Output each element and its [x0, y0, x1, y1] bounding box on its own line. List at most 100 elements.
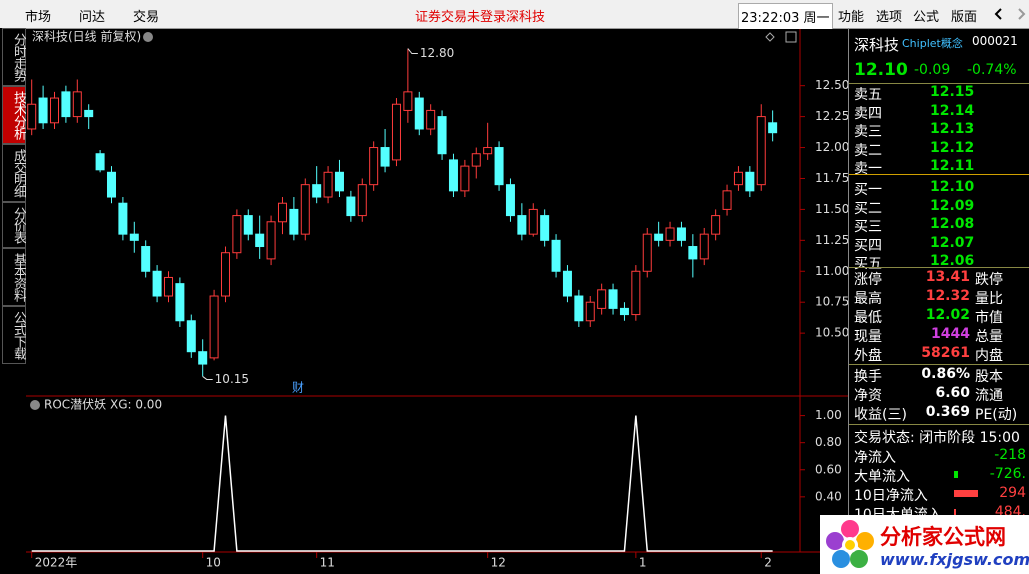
- candle-body: [756, 116, 766, 186]
- stat-row: 收益(三) 0.369 PE(动): [854, 404, 1029, 423]
- price-row: 12.10 -0.09 -0.74%: [854, 60, 1029, 82]
- tool[interactable]: 公式: [913, 10, 940, 25]
- menu[interactable]: 交易: [133, 10, 160, 25]
- stat-value: 0.86%: [921, 366, 970, 382]
- divider: [849, 267, 1029, 268]
- chart-area: 深科技(日线 前复权) ROC潜伏妖 XG: 0.00 财 10.50 10.75…: [26, 28, 848, 570]
- candle-body: [255, 233, 265, 248]
- candle-body: [665, 227, 675, 241]
- side-tab[interactable]: 基本资料: [2, 248, 26, 306]
- chart-title: 深科技(日线 前复权): [32, 29, 141, 44]
- menu[interactable]: 问达: [79, 10, 106, 25]
- candle-body: [426, 109, 436, 130]
- y-tick-label: 0.60: [815, 462, 842, 476]
- flow-label: 10日净流入: [854, 488, 928, 504]
- book-price: 12.15: [930, 84, 975, 100]
- stat-row: 现量 1444 总量: [854, 326, 1029, 345]
- candle-body: [243, 215, 253, 235]
- tool[interactable]: 选项: [876, 10, 903, 25]
- book-price: 12.12: [930, 139, 975, 156]
- flow-label: 大单流入: [854, 469, 910, 485]
- candle-body: [220, 252, 230, 297]
- y-tick-label: 11.00: [815, 264, 848, 278]
- trade-state: 交易状态: 闭市阶段 15:00: [854, 427, 1029, 446]
- candle-body: [391, 103, 401, 161]
- code: 000021: [972, 34, 1018, 48]
- nav-arrows[interactable]: [989, 0, 1029, 28]
- stat-label: 内盘: [975, 348, 1003, 364]
- tool[interactable]: 版面: [951, 10, 978, 25]
- candle-body: [585, 301, 595, 322]
- book-price: 12.14: [930, 102, 975, 119]
- candle-body: [38, 97, 48, 124]
- change-pct: -0.74%: [967, 62, 1017, 78]
- annotation: 12.80: [420, 46, 454, 60]
- side-tab[interactable]: 成交明细: [2, 144, 26, 202]
- divider: [849, 174, 1029, 175]
- stat-label: 外盘: [854, 348, 882, 364]
- book-label: 买一: [854, 182, 882, 198]
- quote-header: 深科技 Chiplet概念 000021: [854, 34, 1029, 54]
- book-price: 12.06: [930, 253, 975, 270]
- clock: 23:22:03 周一: [738, 3, 833, 30]
- stat-value: 0.369: [925, 404, 970, 420]
- watermark: 分析家公式网 www.fxjgsw.com: [820, 515, 1029, 574]
- candle-body: [619, 307, 629, 316]
- divider: [849, 424, 1029, 425]
- candle-body: [27, 103, 37, 130]
- book-row: 卖一 12.11: [854, 158, 1029, 177]
- flow-value: -726.: [989, 466, 1026, 482]
- side-tab[interactable]: 公式下载: [2, 306, 26, 364]
- watermark-name: 分析家公式网: [880, 525, 1006, 549]
- y-tick-label: 12.50: [815, 78, 848, 92]
- candle-body: [437, 116, 447, 155]
- book-label: 卖三: [854, 124, 882, 141]
- flow-bar: [954, 490, 978, 497]
- candle-body: [471, 153, 481, 167]
- indicator-title: ROC潜伏妖 XG: 0.00: [44, 398, 162, 412]
- book-price: 12.07: [930, 234, 975, 251]
- x-tick-label: 2: [764, 556, 772, 570]
- side-tab[interactable]: 分时走势: [2, 28, 26, 86]
- side-tab[interactable]: 分价表: [2, 202, 26, 248]
- stat-label: 量比: [975, 291, 1003, 307]
- flow-bar: [954, 471, 958, 478]
- book-price: 12.11: [930, 158, 975, 175]
- candle-body: [745, 171, 755, 192]
- menu[interactable]: 市场: [25, 10, 52, 25]
- candle-body: [414, 97, 424, 130]
- candle-body: [494, 147, 504, 186]
- candle-body: [312, 184, 322, 198]
- candle-body: [688, 246, 698, 260]
- flow-row: 大单流入 -726.: [854, 466, 1029, 485]
- candle-body: [72, 91, 82, 118]
- candle-body: [232, 215, 242, 254]
- candle-body: [95, 153, 105, 171]
- candle-body: [323, 171, 333, 198]
- change: -0.09: [914, 62, 951, 78]
- candle-body: [733, 171, 743, 186]
- stat-label: 流通: [975, 388, 1003, 404]
- book-label: 买二: [854, 200, 882, 217]
- stat-value: 12.02: [925, 307, 970, 323]
- candle-body: [141, 246, 151, 272]
- event-marker[interactable]: 财: [292, 381, 304, 395]
- book-label: 买三: [854, 219, 882, 236]
- candle-body: [175, 283, 185, 322]
- book-row: 买二 12.09: [854, 198, 1029, 217]
- flow-row: 净流入 -218: [854, 447, 1029, 466]
- logo: [826, 520, 874, 568]
- side-tab[interactable]: 技术分析: [2, 86, 26, 144]
- x-tick-label: 2022年: [35, 556, 78, 570]
- flow-label: 净流入: [854, 450, 896, 466]
- concept[interactable]: Chiplet概念: [902, 37, 963, 50]
- book-price: 12.10: [930, 179, 975, 195]
- candle-body: [540, 215, 550, 241]
- flow-bar: [954, 509, 956, 516]
- candle-body: [129, 233, 139, 241]
- tool[interactable]: 功能: [838, 10, 865, 25]
- candle-body: [642, 233, 652, 272]
- candle-body: [289, 208, 299, 235]
- y-tick-label: 0.80: [815, 435, 842, 449]
